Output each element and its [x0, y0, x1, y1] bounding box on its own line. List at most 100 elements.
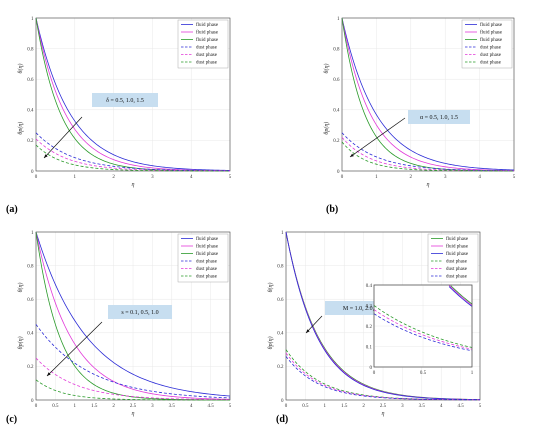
inset-y-tick-label: 0.3 — [366, 304, 373, 309]
y-axis-label-top: θ(η) — [267, 282, 274, 292]
legend-entry: dust phase — [446, 275, 468, 280]
fluid-phase-line-blue — [341, 17, 515, 171]
y-tick-label: 0.6 — [277, 298, 284, 303]
legend-box — [177, 19, 229, 69]
y-tick-label: 0 — [31, 170, 34, 175]
x-tick-label: 4.5 — [207, 404, 214, 409]
y-tick-label: 0.4 — [27, 109, 34, 114]
x-axis-label: η — [132, 182, 135, 188]
x-tick-label: 4 — [478, 175, 481, 180]
legend: fluid phase fluid phase fluid phase dust ph… — [427, 233, 479, 283]
legend-entry: dust phase — [196, 61, 218, 66]
legend-entry: dust phase — [480, 61, 502, 66]
fluid-phase-line-blue — [285, 231, 481, 401]
x-axis-label: η — [132, 411, 135, 417]
y-tick-label: 0.2 — [277, 365, 284, 370]
x-tick-label: 2.5 — [130, 404, 137, 409]
legend-entry: fluid phase — [196, 38, 219, 43]
plot-frame — [35, 17, 231, 172]
x-axis-label: η — [382, 411, 385, 417]
x-tick-label: 4 — [190, 175, 193, 180]
y-tick-label: 0.6 — [27, 298, 34, 303]
inset-fluid-phase-line-blue — [448, 286, 473, 307]
legend-entry: fluid phase — [446, 252, 469, 257]
y-tick-label: 1 — [31, 17, 34, 22]
legend: fluid phase fluid phase fluid phase dust ph… — [177, 19, 229, 69]
inset-dust-phase-line-green — [373, 305, 473, 348]
y-tick-label: 0.2 — [27, 139, 34, 144]
annotation-arrowhead — [350, 153, 354, 157]
y-tick-label: 1 — [337, 17, 340, 22]
inset-y-tick-label: 0.2 — [366, 325, 373, 330]
inset-fluid-phase-line-magenta — [448, 285, 473, 306]
y-tick-label: 0 — [281, 399, 284, 404]
x-tick-label: 2 — [362, 404, 365, 409]
y-axis-label-top: θ(η) — [323, 64, 330, 74]
x-tick-label: 3.5 — [169, 404, 176, 409]
legend-entry: dust phase — [446, 260, 468, 265]
fluid-phase-line-blue — [35, 17, 231, 171]
x-tick-label: 0 — [341, 175, 344, 180]
legend-entry: fluid phase — [446, 245, 469, 250]
inset-x-tick-label: 1 — [471, 371, 474, 376]
inset-x-tick-label: 0.5 — [420, 371, 427, 376]
x-tick-label: 5 — [229, 175, 232, 180]
annotation-arrow — [43, 116, 83, 159]
annotation-box — [108, 305, 172, 319]
annotation-box — [408, 110, 470, 124]
y-axis-label-bottom: θp(η) — [17, 336, 24, 349]
dust-phase-line-magenta — [35, 357, 231, 401]
inset-x-tick-label: 0 — [373, 371, 376, 376]
legend-entry: dust phase — [196, 275, 218, 280]
x-tick-label: 0.5 — [52, 404, 59, 409]
dust-phase-line-magenta — [341, 137, 515, 172]
x-tick-label: 3 — [151, 175, 154, 180]
legend-entry: dust phase — [196, 53, 218, 58]
x-tick-label: 1.5 — [91, 404, 98, 409]
legend: fluid phase fluid phase fluid phase dust ph… — [177, 233, 229, 283]
annotation-text: s = 0.1, 0.5, 1.0 — [121, 310, 158, 316]
dust-phase-line-magenta — [285, 352, 480, 401]
plot-frame — [35, 231, 231, 401]
y-tick-label: 0 — [31, 399, 34, 404]
y-tick-label: 0.2 — [27, 365, 34, 370]
y-axis-label-bottom: θp(η) — [17, 122, 24, 135]
inset-fluid-phase-line-green — [450, 285, 473, 305]
x-tick-label: 1 — [375, 175, 378, 180]
y-tick-label: 0.4 — [27, 332, 34, 337]
annotation-arrow — [46, 321, 103, 377]
chart-panel-1: 0 1 2 3 4 5 0 0.2 0.4 0.6 0.8 1 η θ(η) θp(η) fluid phas… — [6, 17, 232, 215]
x-tick-label: 1 — [324, 404, 327, 409]
y-axis-label-top: θ(η) — [17, 64, 24, 74]
y-tick-label: 0 — [337, 170, 340, 175]
x-tick-label: 0.5 — [302, 404, 309, 409]
y-tick-label: 0.4 — [277, 332, 284, 337]
dust-phase-line-magenta — [35, 138, 230, 172]
x-tick-label: 4 — [190, 404, 193, 409]
legend-entry: fluid phase — [196, 252, 219, 257]
y-tick-label: 0.8 — [27, 47, 34, 52]
legend-entry: fluid phase — [196, 245, 219, 250]
fluid-phase-line-magenta — [35, 231, 231, 400]
chart-panel-2: 0 1 2 3 4 5 0 0.2 0.4 0.6 0.8 1 η θ(η) θp(η) fluid phas… — [323, 17, 516, 215]
y-tick-label: 0.8 — [333, 47, 340, 52]
x-tick-label: 3 — [444, 175, 447, 180]
inset-y-tick-label: 0.4 — [366, 284, 373, 289]
chart-panel-3: 0 0.5 1 1.5 2 2.5 3 3.5 4 4.5 5 0 0.2 0.4 0.6 0.8 1 η θ(η)… — [6, 231, 232, 425]
panel-label: (c) — [6, 414, 17, 425]
x-tick-label: 3.5 — [419, 404, 426, 409]
x-tick-label: 2 — [410, 175, 413, 180]
y-tick-label: 0.6 — [27, 78, 34, 83]
annotation-text: M = 1.0, 2.0, 3.0 — [343, 306, 383, 312]
x-tick-label: 5 — [479, 404, 482, 409]
annotation-arrowhead — [44, 154, 48, 158]
legend-entry: dust phase — [196, 267, 218, 272]
x-tick-label: 1 — [74, 404, 77, 409]
annotation-arrow — [305, 315, 323, 334]
x-tick-label: 4.5 — [457, 404, 464, 409]
panel-label: (a) — [6, 204, 18, 215]
panel-label: (d) — [276, 414, 288, 425]
legend-entry: dust phase — [196, 260, 218, 265]
legend-box — [461, 19, 513, 69]
legend-entry: fluid phase — [196, 31, 219, 36]
